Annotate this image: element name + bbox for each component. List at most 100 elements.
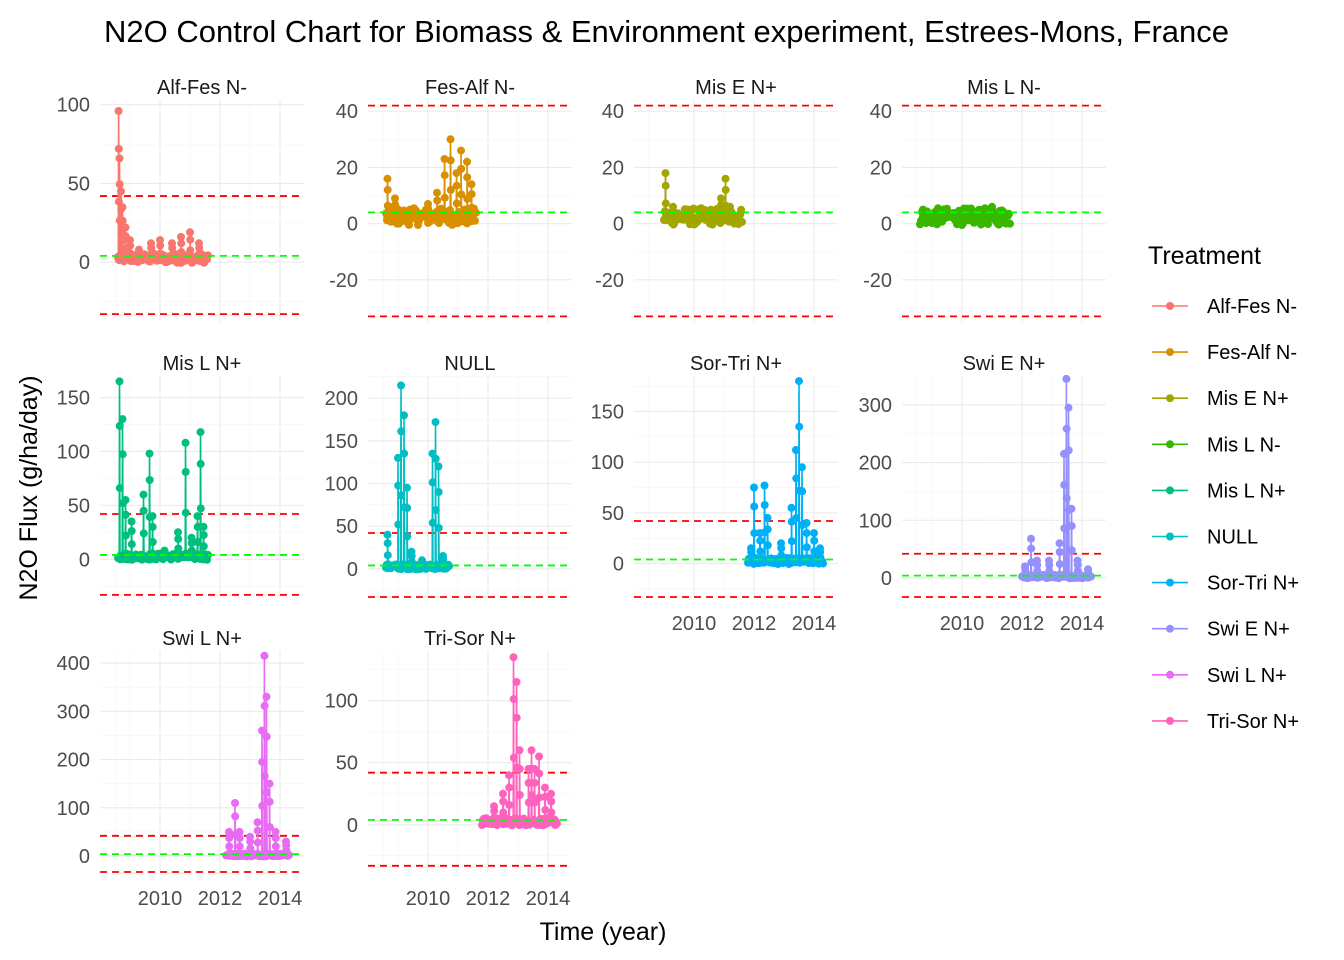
data-point bbox=[795, 377, 803, 386]
data-point bbox=[787, 537, 796, 546]
x-tick-label: 2010 bbox=[672, 613, 717, 635]
data-point bbox=[787, 503, 796, 512]
data-point bbox=[446, 135, 455, 144]
data-point bbox=[1062, 424, 1071, 433]
legend-title: Treatment bbox=[1148, 242, 1261, 270]
data-point bbox=[383, 539, 392, 548]
legend: Treatment Alf-Fes N- Fes-Alf N- Mis E N+ Mi… bbox=[1148, 242, 1299, 733]
data-point bbox=[253, 838, 262, 847]
data-point bbox=[168, 244, 177, 252]
legend-item: Sor-Tri N+ bbox=[1152, 573, 1299, 595]
data-point bbox=[445, 562, 453, 571]
data-point bbox=[195, 244, 204, 252]
data-point bbox=[661, 199, 670, 208]
facet-strip-label: Alf-Fes N- bbox=[157, 77, 247, 99]
facet-panel-sor-tri-n-: 0 50 100 150 Sor-Tri N+ 2010 2012 2014 bbox=[591, 353, 838, 635]
x-tick-label: 2010 bbox=[138, 888, 183, 910]
legend-key-point bbox=[1166, 440, 1174, 449]
data-point bbox=[434, 523, 443, 532]
data-point bbox=[403, 504, 412, 512]
y-axis-title: N2O Flux (g/ha/day) bbox=[15, 375, 43, 600]
data-point bbox=[181, 508, 190, 517]
panel-background bbox=[368, 651, 572, 872]
data-point bbox=[541, 783, 549, 792]
data-point bbox=[1033, 561, 1042, 569]
data-point bbox=[397, 427, 406, 436]
data-point bbox=[527, 791, 536, 799]
data-point bbox=[235, 827, 244, 836]
facet-panel-alf-fes-n-: 0 50 100 Alf-Fes N- bbox=[57, 77, 304, 322]
data-point bbox=[383, 551, 392, 560]
data-point bbox=[199, 542, 208, 551]
y-tick-label: 0 bbox=[347, 815, 358, 837]
facet-panel-fes-alf-n-: -20 0 20 40 Fes-Alf N- bbox=[329, 77, 572, 322]
data-point bbox=[115, 154, 124, 163]
data-point bbox=[792, 514, 801, 523]
data-point bbox=[383, 174, 392, 183]
facet-strip-label: Mis L N- bbox=[967, 77, 1041, 99]
x-tick-label: 2014 bbox=[526, 888, 571, 910]
data-point bbox=[193, 538, 202, 546]
data-point bbox=[177, 239, 186, 248]
data-point bbox=[524, 778, 533, 787]
legend-label: Mis L N- bbox=[1207, 434, 1281, 456]
data-point bbox=[798, 487, 807, 496]
data-point bbox=[1060, 480, 1069, 489]
data-point bbox=[225, 827, 233, 836]
data-point bbox=[505, 771, 513, 780]
data-point bbox=[547, 797, 556, 806]
data-point bbox=[271, 834, 280, 842]
data-point bbox=[397, 491, 406, 500]
data-point bbox=[509, 695, 518, 704]
y-tick-label: 200 bbox=[859, 453, 892, 475]
data-point bbox=[121, 510, 130, 519]
data-point bbox=[1064, 403, 1073, 412]
data-point bbox=[535, 793, 544, 802]
legend-key-point bbox=[1166, 578, 1174, 587]
data-point bbox=[139, 490, 148, 499]
data-point bbox=[499, 789, 507, 798]
data-point bbox=[253, 818, 262, 827]
x-tick-label: 2010 bbox=[406, 888, 451, 910]
legend-key-point bbox=[1166, 394, 1174, 403]
data-point bbox=[535, 769, 544, 778]
data-point bbox=[1067, 522, 1076, 530]
data-point bbox=[440, 171, 449, 180]
data-point bbox=[285, 851, 293, 859]
y-tick-label: 0 bbox=[881, 568, 892, 590]
y-tick-label: 300 bbox=[57, 701, 90, 723]
data-point bbox=[738, 217, 746, 226]
data-point bbox=[428, 518, 437, 527]
data-point bbox=[763, 541, 772, 550]
y-tick-label: 50 bbox=[336, 753, 358, 775]
facet-strip-label: Mis L N+ bbox=[163, 353, 242, 375]
data-point bbox=[505, 783, 514, 792]
data-point bbox=[440, 193, 449, 202]
legend-item: Alf-Fes N- bbox=[1152, 296, 1297, 318]
y-tick-label: 0 bbox=[347, 559, 358, 581]
y-tick-label: 20 bbox=[336, 157, 358, 179]
y-tick-label: 0 bbox=[79, 549, 90, 571]
data-point bbox=[186, 235, 195, 244]
data-point bbox=[446, 156, 455, 165]
y-tick-label: 50 bbox=[68, 173, 90, 195]
data-point bbox=[115, 377, 124, 386]
data-point bbox=[512, 713, 521, 722]
data-point bbox=[118, 415, 127, 424]
data-point bbox=[186, 246, 195, 255]
data-point bbox=[118, 216, 127, 225]
data-point bbox=[177, 233, 185, 241]
data-point bbox=[181, 438, 190, 447]
panel-background bbox=[100, 100, 304, 322]
y-tick-label: 0 bbox=[613, 554, 624, 576]
data-point bbox=[1055, 539, 1064, 548]
facet-panel-mis-l-n-: 0 50 100 150 Mis L N+ bbox=[57, 353, 304, 597]
legend-label: Alf-Fes N- bbox=[1207, 296, 1297, 318]
facet-panel-mis-l-n-: -20 0 20 40 Mis L N- bbox=[863, 77, 1106, 322]
data-point bbox=[819, 559, 827, 568]
data-point bbox=[225, 842, 234, 851]
legend-key-point bbox=[1166, 624, 1174, 633]
data-point bbox=[802, 529, 811, 538]
data-point bbox=[505, 801, 514, 809]
data-point bbox=[148, 538, 157, 546]
